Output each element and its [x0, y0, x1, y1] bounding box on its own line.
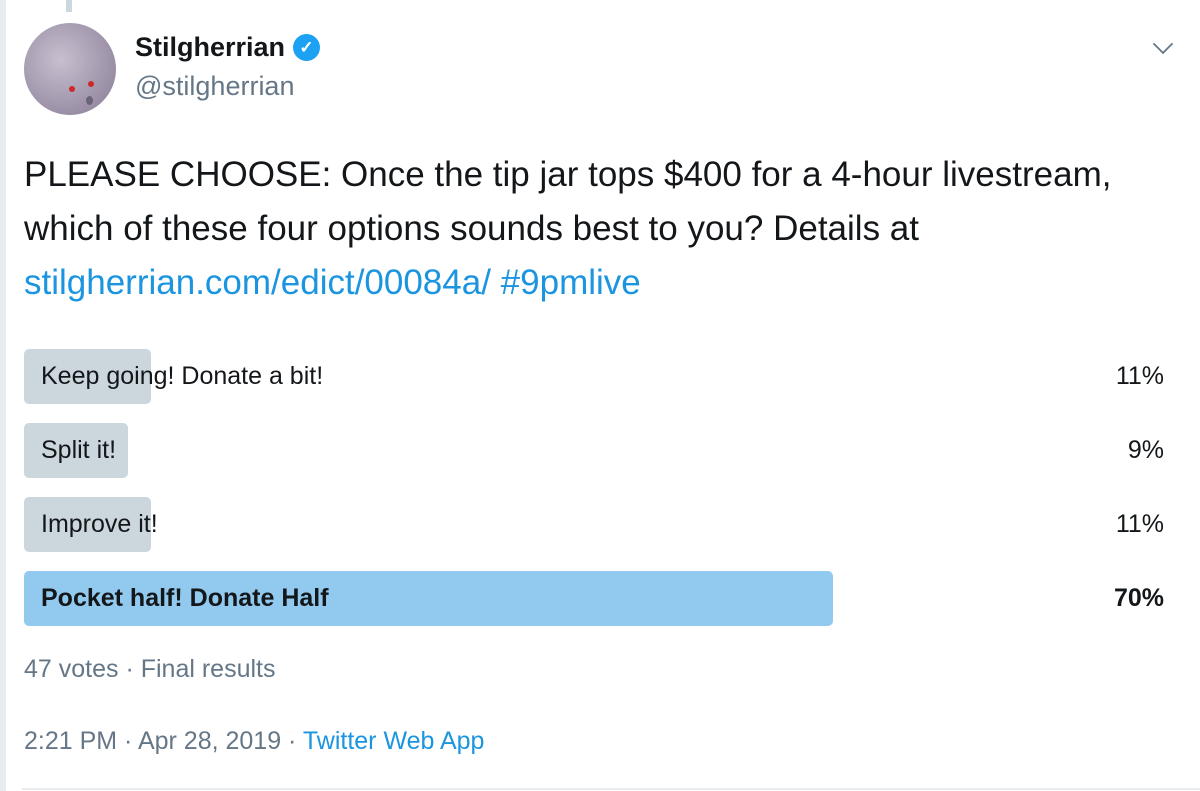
poll-option-label: Improve it! — [41, 510, 158, 538]
poll-option: Improve it! 11% — [24, 497, 1164, 552]
author-handle[interactable]: @stilgherrian — [135, 71, 295, 101]
hashtag-link[interactable]: #9pmlive — [500, 263, 641, 302]
poll-option-label: Split it! — [41, 436, 117, 464]
thread-line — [66, 0, 72, 12]
poll-bar — [24, 423, 128, 478]
avatar-eye — [88, 81, 94, 87]
timestamp-text[interactable]: 2:21 PM · Apr 28, 2019 · — [24, 727, 303, 755]
source-link[interactable]: Twitter Web App — [302, 727, 485, 755]
poll-option-percent: 11% — [1115, 362, 1164, 390]
poll-option-percent: 9% — [1127, 436, 1164, 464]
poll-option-percent: 70% — [1113, 584, 1164, 612]
poll-summary: 47 votes · Final results — [24, 655, 276, 683]
chevron-down-icon[interactable] — [1152, 33, 1174, 55]
author-name-row[interactable]: Stilgherrian ✓ — [135, 32, 321, 63]
poll-option: Split it! 9% — [24, 423, 1164, 478]
tweet-link[interactable]: stilgherrian.com/edict/00084a/ — [24, 263, 491, 302]
poll-option-label: Keep going! Donate a bit! — [41, 362, 324, 390]
poll-option: Pocket half! Donate Half 70% — [24, 571, 1164, 626]
tweet-text: PLEASE CHOOSE: Once the tip jar tops $40… — [24, 148, 1174, 310]
avatar-nose — [86, 96, 93, 105]
poll-bar — [24, 571, 833, 626]
verified-badge-icon: ✓ — [293, 34, 321, 61]
poll-option-label: Pocket half! Donate Half — [41, 584, 329, 612]
tweet-timestamp: 2:21 PM · Apr 28, 2019 · Twitter Web App — [24, 727, 484, 756]
poll-option: Keep going! Donate a bit! 11% — [24, 349, 1164, 404]
avatar[interactable] — [24, 23, 116, 115]
poll-option-percent: 11% — [1115, 510, 1164, 538]
poll-bar — [24, 497, 152, 552]
divider — [22, 788, 1200, 790]
avatar-eye — [69, 86, 75, 92]
left-border — [0, 0, 6, 791]
author-name[interactable]: Stilgherrian — [135, 32, 286, 62]
tweet-body: PLEASE CHOOSE: Once the tip jar tops $40… — [24, 155, 1112, 248]
poll-bar — [24, 349, 152, 404]
